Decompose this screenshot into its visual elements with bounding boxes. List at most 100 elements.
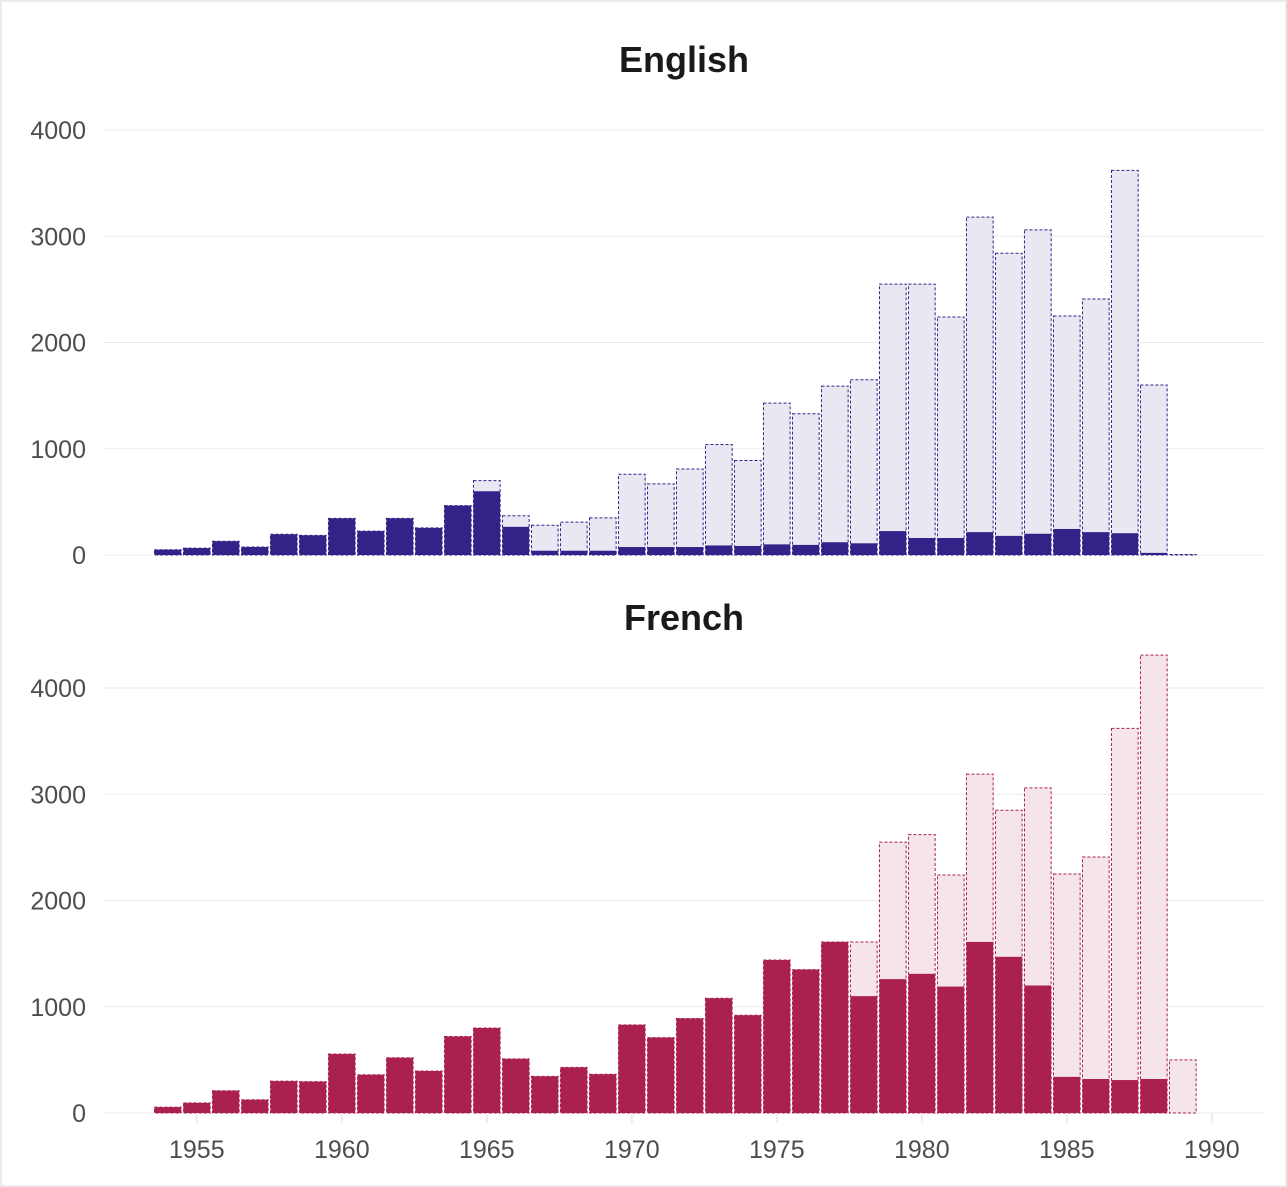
bar-value	[212, 1090, 240, 1113]
bar-value	[734, 1015, 762, 1113]
bar-value	[531, 1076, 559, 1113]
bar-value	[879, 531, 907, 555]
bar-value	[560, 1067, 588, 1113]
bar-value	[995, 956, 1023, 1113]
bar-total	[994, 252, 1023, 556]
bar-value	[676, 547, 704, 555]
x-tick-label: 1990	[1184, 1136, 1240, 1164]
bar-value	[647, 1037, 675, 1113]
bar-total	[559, 521, 588, 556]
bar-value	[531, 550, 559, 555]
bar-value	[415, 527, 443, 555]
bar-total	[1081, 856, 1110, 1114]
bar-total	[1081, 298, 1110, 556]
bar-value	[821, 542, 849, 555]
x-tick-label: 1970	[604, 1136, 660, 1164]
bar-value	[1053, 528, 1081, 555]
bar-total	[1168, 1059, 1197, 1114]
bar-value	[618, 547, 646, 555]
bar-value	[1053, 1076, 1081, 1113]
bar-value	[966, 532, 994, 555]
bar-total	[849, 379, 878, 556]
bar-value	[154, 1107, 182, 1113]
bar-value	[908, 538, 936, 555]
bar-value	[386, 1057, 414, 1113]
panel-french: 0 1000 2000 3000 4000 French 1955 1960 1965 1970 1…	[30, 597, 1264, 1164]
bar-value	[415, 1071, 443, 1113]
x-tick-label: 1965	[459, 1136, 515, 1164]
panel-english: 0 1000 2000 3000 4000 English	[30, 39, 1264, 570]
bar-value	[357, 1074, 385, 1113]
bar-value	[1111, 533, 1139, 555]
bar-total	[1168, 553, 1197, 556]
y-tick-label: 1000	[30, 436, 86, 464]
bar-value	[473, 1028, 501, 1113]
bar-total	[1110, 727, 1139, 1114]
bar-value	[1140, 552, 1168, 555]
bar-total	[704, 444, 733, 556]
bar-value	[850, 996, 878, 1113]
bar-value	[705, 545, 733, 555]
bar-value	[299, 1081, 327, 1113]
bar-total	[530, 524, 559, 556]
x-tick-label: 1975	[749, 1136, 805, 1164]
x-tick-label: 1985	[1039, 1136, 1095, 1164]
bar-value	[299, 535, 327, 555]
bar-value	[1024, 533, 1052, 555]
y-tick-label: 4000	[30, 675, 86, 703]
panel-title: French	[624, 597, 744, 638]
bar-value	[966, 941, 994, 1113]
x-tick-label: 1955	[169, 1136, 225, 1164]
bar-value	[328, 518, 356, 555]
bar-total	[646, 483, 675, 556]
bar-value	[908, 973, 936, 1113]
bar-total	[936, 316, 965, 556]
bar-value	[792, 544, 820, 555]
bar-total	[820, 385, 849, 556]
bar-value	[937, 986, 965, 1113]
x-tick-label: 1960	[314, 1136, 370, 1164]
bar-total	[1052, 873, 1081, 1114]
bar-value	[763, 960, 791, 1113]
bar-value	[1082, 532, 1110, 555]
bar-total	[878, 283, 907, 556]
bar-total	[965, 216, 994, 556]
bar-value	[821, 941, 849, 1113]
y-tick-label: 4000	[30, 117, 86, 145]
bar-value	[270, 1081, 298, 1113]
bar-value	[1082, 1079, 1110, 1113]
bar-value	[1140, 1079, 1168, 1113]
bar-value	[734, 545, 762, 555]
bar-value	[473, 491, 501, 555]
bar-value	[444, 1036, 472, 1113]
bar-value	[589, 1074, 617, 1113]
bar-value	[502, 1058, 530, 1113]
panel-title: English	[619, 39, 749, 80]
bar-value	[1111, 1080, 1139, 1113]
bar-total	[617, 473, 646, 556]
bar-total	[1139, 654, 1168, 1114]
y-tick-label: 2000	[30, 888, 86, 916]
bar-value	[154, 549, 182, 555]
bar-value	[937, 538, 965, 555]
bar-value	[792, 969, 820, 1113]
y-tick-label: 1000	[30, 994, 86, 1022]
bar-total	[733, 459, 762, 556]
bar-value	[589, 550, 617, 555]
bar-value	[183, 1102, 211, 1113]
bar-total	[1023, 229, 1052, 556]
bar-value	[357, 531, 385, 555]
y-tick-label: 2000	[30, 330, 86, 358]
bar-value	[502, 526, 530, 555]
x-tick-label: 1980	[894, 1136, 950, 1164]
bar-value	[676, 1018, 704, 1113]
y-tick-label: 0	[72, 1100, 86, 1128]
bar-value	[270, 534, 298, 555]
bar-total	[675, 468, 704, 556]
y-tick-label: 3000	[30, 781, 86, 809]
bar-total	[907, 283, 936, 556]
bar-value	[328, 1054, 356, 1113]
bar-value	[850, 543, 878, 555]
bar-value	[618, 1024, 646, 1113]
